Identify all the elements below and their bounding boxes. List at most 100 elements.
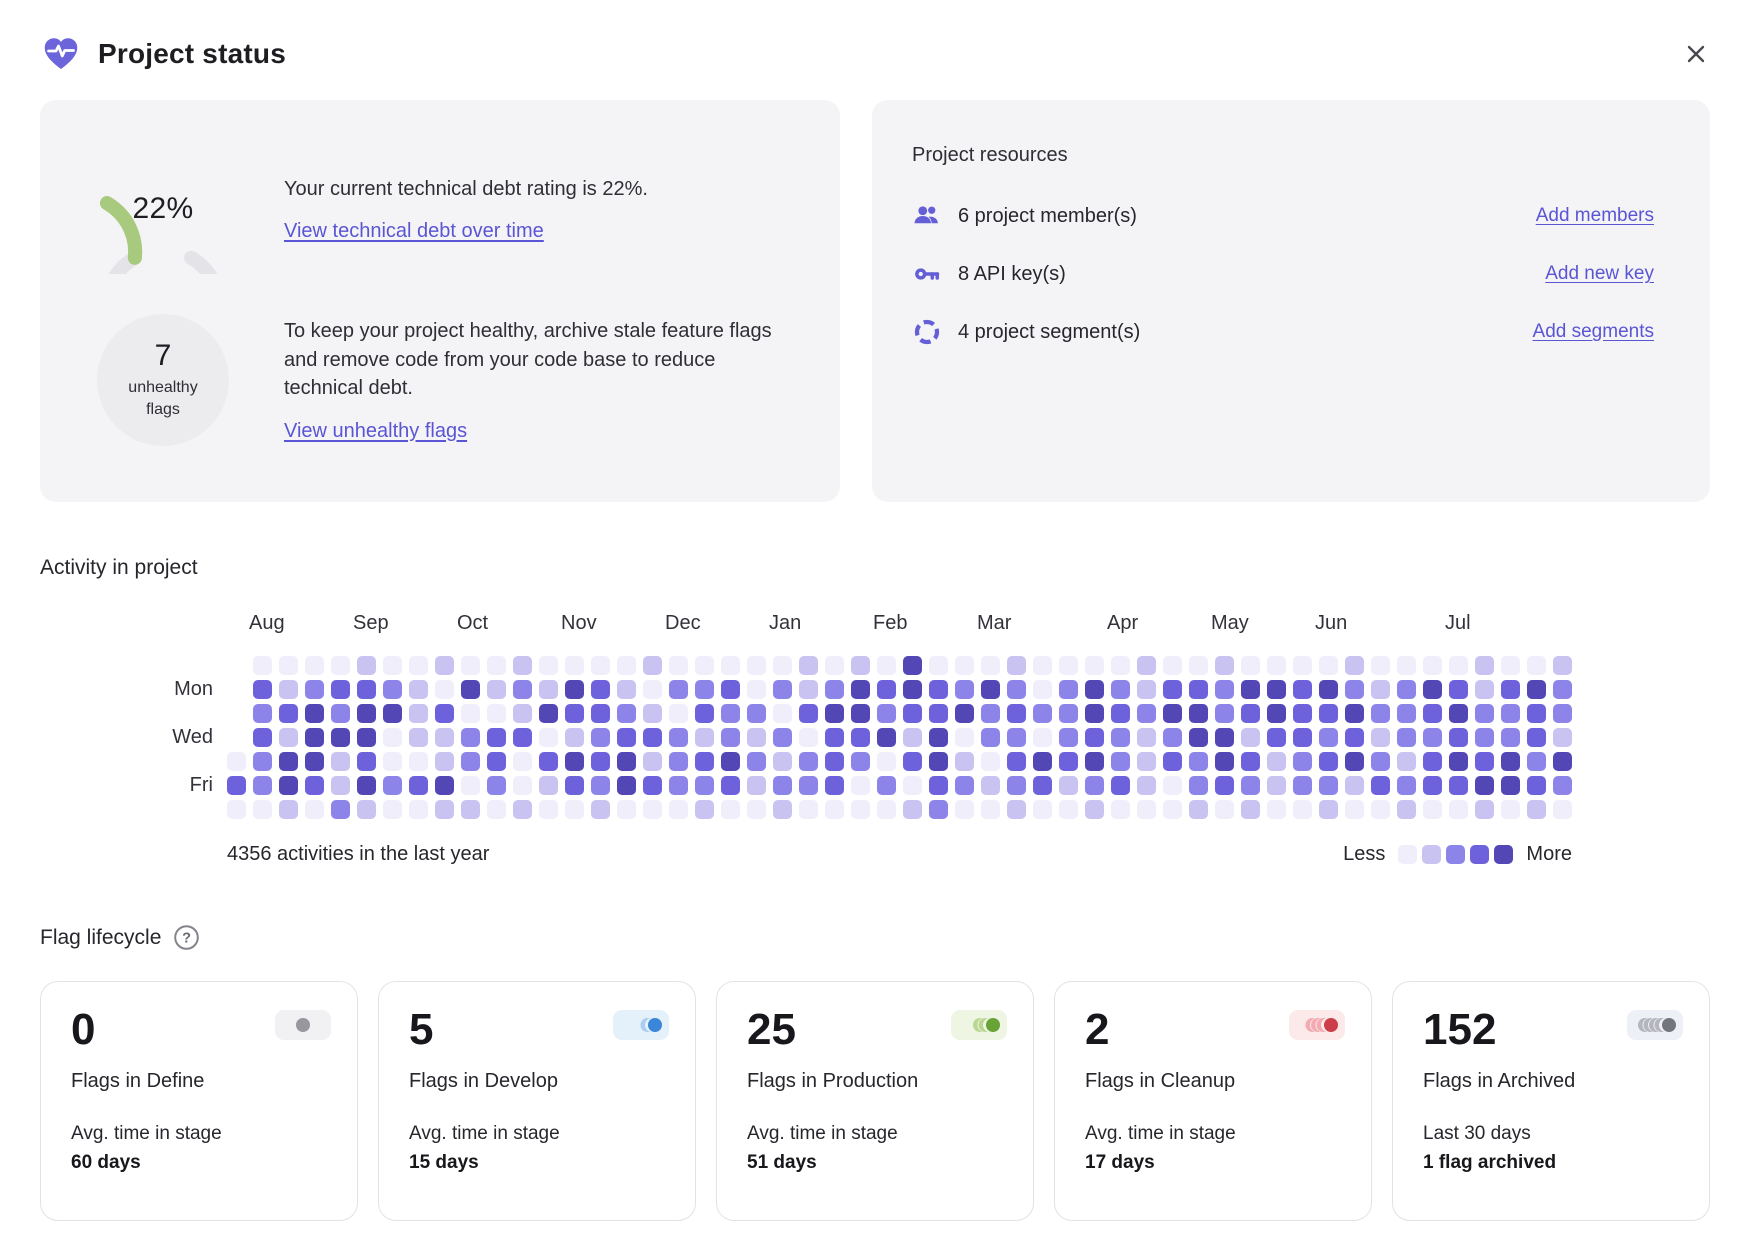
month-label: Dec	[665, 612, 701, 634]
heatmap-cell	[253, 776, 272, 795]
heatmap-cell	[591, 656, 610, 675]
heatmap-cell	[1215, 752, 1234, 771]
resource-row: 8 API key(s) Add new key	[912, 251, 1654, 297]
heatmap-cell	[279, 752, 298, 771]
heatmap-week-column	[773, 656, 792, 819]
heatmap-cell	[1293, 728, 1312, 747]
heatmap-week-column	[955, 656, 974, 819]
heatmap-week-column	[1345, 656, 1364, 819]
view-unhealthy-flags-link[interactable]: View unhealthy flags	[284, 419, 468, 442]
heatmap-cell	[513, 728, 532, 747]
help-icon[interactable]: ?	[173, 924, 200, 951]
heatmap-cell	[1215, 656, 1234, 675]
lifecycle-card-label: Flags in Production	[747, 1070, 919, 1092]
view-technical-debt-link[interactable]: View technical debt over time	[284, 220, 544, 243]
heatmap-cell	[1163, 752, 1182, 771]
heatmap-cell	[851, 656, 870, 675]
heatmap-cell	[851, 728, 870, 747]
members-icon	[912, 201, 946, 231]
heatmap-cell	[1501, 728, 1520, 747]
heatmap-week-column	[851, 656, 870, 819]
heatmap-week-column	[1059, 656, 1078, 819]
heatmap-cell	[1371, 656, 1390, 675]
heatmap-cell	[1423, 752, 1442, 771]
heatmap-cell	[1163, 728, 1182, 747]
heatmap-cell	[409, 680, 428, 699]
heatmap-cell	[565, 752, 584, 771]
lifecycle-card: 0 Flags in Define Avg. time in stage 60 day…	[40, 981, 358, 1221]
heatmap-cell	[1475, 776, 1494, 795]
heatmap-cell	[929, 704, 948, 723]
heatmap-cell	[669, 776, 688, 795]
heatmap-cell	[825, 776, 844, 795]
heatmap-cell	[357, 680, 376, 699]
heatmap-week-column	[669, 656, 688, 819]
unhealthy-flags-label: unhealthy flags	[128, 379, 198, 418]
legend-less-label: Less	[1343, 843, 1386, 865]
heatmap-cell	[591, 800, 610, 819]
heatmap-cell	[747, 680, 766, 699]
heatmap-cell	[1553, 728, 1572, 747]
heatmap-cell	[1215, 776, 1234, 795]
heatmap-week-column	[747, 656, 766, 819]
lifecycle-card-stat: 1 flag archived	[1423, 1152, 1557, 1173]
heatmap-cell	[1345, 704, 1364, 723]
lifecycle-card-stat: 51 days	[747, 1152, 817, 1173]
heatmap-cell	[981, 656, 1000, 675]
heatmap-week-column	[513, 656, 532, 819]
heatmap-cell	[539, 752, 558, 771]
heatmap-cell	[1111, 704, 1130, 723]
heatmap-cell	[1345, 776, 1364, 795]
heatmap-week-column	[1553, 656, 1572, 819]
lifecycle-card: 25 Flags in Production Avg. time in stage 5…	[716, 981, 1034, 1221]
heatmap-cell	[721, 728, 740, 747]
heatmap-week-column	[1085, 656, 1104, 819]
heatmap-cell	[1189, 776, 1208, 795]
close-icon[interactable]	[1682, 40, 1710, 68]
resource-add-link[interactable]: Add new key	[1545, 263, 1654, 284]
heatmap-cell	[435, 680, 454, 699]
heatmap-cell	[1111, 752, 1130, 771]
heatmap-cell	[1033, 656, 1052, 675]
heatmap-cell	[1293, 752, 1312, 771]
heatmap-cell	[1345, 752, 1364, 771]
heatmap-cell	[487, 800, 506, 819]
heatmap-cell	[669, 752, 688, 771]
heatmap-cell	[1085, 752, 1104, 771]
heatmap-cell	[357, 728, 376, 747]
heatmap-cell	[877, 656, 896, 675]
heatmap-cell	[981, 728, 1000, 747]
heatmap-cell	[695, 680, 714, 699]
heatmap-cell	[695, 800, 714, 819]
heatmap-cell	[1241, 680, 1260, 699]
heatmap-cell	[903, 704, 922, 723]
heatmap-cell	[1501, 776, 1520, 795]
resource-add-link[interactable]: Add members	[1535, 205, 1654, 226]
heatmap-cell	[1137, 704, 1156, 723]
heatmap-cell	[1267, 680, 1286, 699]
heatmap-week-column	[929, 656, 948, 819]
heatmap-cell	[773, 656, 792, 675]
heatmap-cell	[1501, 800, 1520, 819]
heatmap-cell	[851, 752, 870, 771]
heatmap-cell	[253, 656, 272, 675]
pulse-heart-icon	[40, 34, 82, 74]
heatmap-cell	[617, 680, 636, 699]
heatmap-week-column	[825, 656, 844, 819]
heatmap-cell	[461, 680, 480, 699]
heatmap-cell	[305, 776, 324, 795]
heatmap-cell	[1241, 728, 1260, 747]
lifecycle-card: 2 Flags in Cleanup Avg. time in stage 17 da…	[1054, 981, 1372, 1221]
heatmap-cell	[929, 776, 948, 795]
resource-label: 8 API key(s)	[958, 262, 1066, 285]
heatmap-cell	[1163, 800, 1182, 819]
heatmap-cell	[903, 656, 922, 675]
heatmap-cell	[1345, 656, 1364, 675]
heatmap-week-column	[331, 656, 350, 819]
heatmap-cell	[877, 680, 896, 699]
heatmap-cell	[1241, 704, 1260, 723]
heatmap-cell	[227, 752, 246, 771]
lifecycle-card-value: 25	[747, 1005, 796, 1054]
resource-add-link[interactable]: Add segments	[1532, 321, 1654, 342]
heatmap-cell	[1371, 704, 1390, 723]
